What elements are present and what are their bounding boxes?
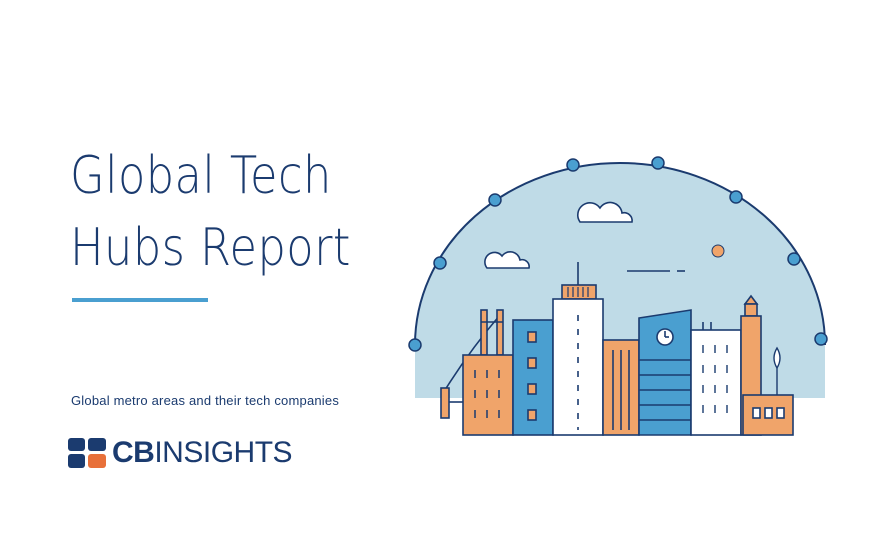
building-white-tower xyxy=(552,262,604,436)
building-clock-tower xyxy=(638,309,692,436)
title-underline-divider xyxy=(72,298,208,302)
cloud-icons xyxy=(484,201,633,269)
logo-wordmark: CBINSIGHTS xyxy=(112,436,293,470)
building-orange-striped xyxy=(602,339,640,436)
sun-icon xyxy=(711,244,725,258)
logo-text-cb: CB xyxy=(112,436,155,469)
title-line-2: Hubs Report xyxy=(70,218,351,278)
title-line-1: Global Tech xyxy=(70,146,332,206)
report-subtitle: Global metro areas and their tech compan… xyxy=(71,393,340,408)
report-title: Global Tech Hubs Report xyxy=(70,140,351,284)
cb-insights-logo-mark-icon xyxy=(68,438,106,468)
cb-insights-logo: CBINSIGHTS xyxy=(68,436,293,470)
building-white-right xyxy=(690,322,742,436)
tree-icon xyxy=(773,346,781,395)
dome-dots xyxy=(408,156,828,352)
logo-text-insights: INSIGHTS xyxy=(154,436,293,469)
building-small-orange xyxy=(742,394,794,436)
city-skyline-dome-icon xyxy=(408,156,828,436)
building-blue xyxy=(512,319,554,436)
building-orange-left xyxy=(462,354,514,436)
